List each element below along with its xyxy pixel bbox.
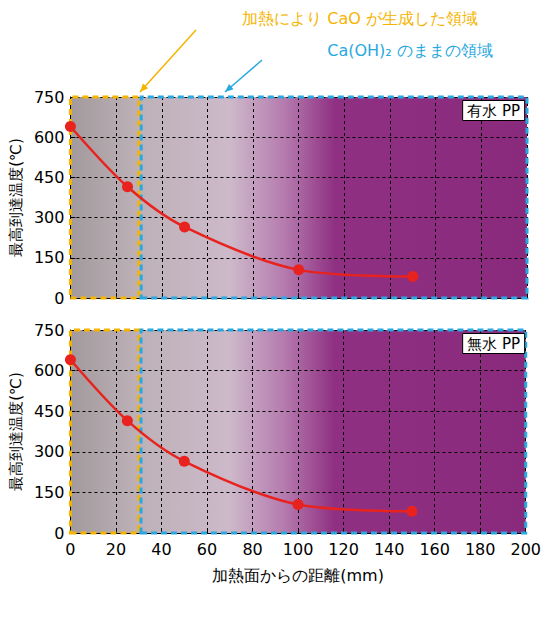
svg-text:180: 180 [465, 540, 496, 559]
svg-text:60: 60 [197, 540, 217, 559]
svg-text:Ca(OH)₂ のままの領域: Ca(OH)₂ のままの領域 [327, 41, 493, 60]
svg-text:160: 160 [419, 540, 450, 559]
svg-text:最高到達温度(℃): 最高到達温度(℃) [7, 138, 25, 257]
svg-text:600: 600 [34, 128, 65, 147]
svg-text:最高到達温度(℃): 最高到達温度(℃) [7, 372, 25, 491]
svg-text:有水 PP: 有水 PP [467, 102, 520, 120]
svg-text:120: 120 [328, 540, 359, 559]
svg-text:600: 600 [34, 361, 65, 380]
svg-text:0: 0 [65, 540, 75, 559]
svg-text:750: 750 [34, 88, 65, 107]
svg-text:450: 450 [34, 402, 65, 421]
svg-text:40: 40 [151, 540, 171, 559]
svg-text:200: 200 [510, 540, 541, 559]
svg-text:140: 140 [374, 540, 405, 559]
svg-text:80: 80 [242, 540, 262, 559]
svg-text:150: 150 [34, 248, 65, 267]
svg-text:加熱面からの距離(mm): 加熱面からの距離(mm) [212, 566, 384, 585]
svg-text:0: 0 [54, 289, 64, 308]
svg-text:加熱により CaO が生成した領域: 加熱により CaO が生成した領域 [242, 9, 478, 28]
svg-text:20: 20 [106, 540, 126, 559]
svg-text:150: 150 [34, 483, 65, 502]
svg-text:無水 PP: 無水 PP [467, 335, 520, 353]
svg-text:0: 0 [54, 524, 64, 543]
svg-text:300: 300 [34, 208, 65, 227]
svg-text:750: 750 [34, 321, 65, 340]
svg-text:100: 100 [283, 540, 314, 559]
svg-text:300: 300 [34, 442, 65, 461]
svg-text:450: 450 [34, 168, 65, 187]
